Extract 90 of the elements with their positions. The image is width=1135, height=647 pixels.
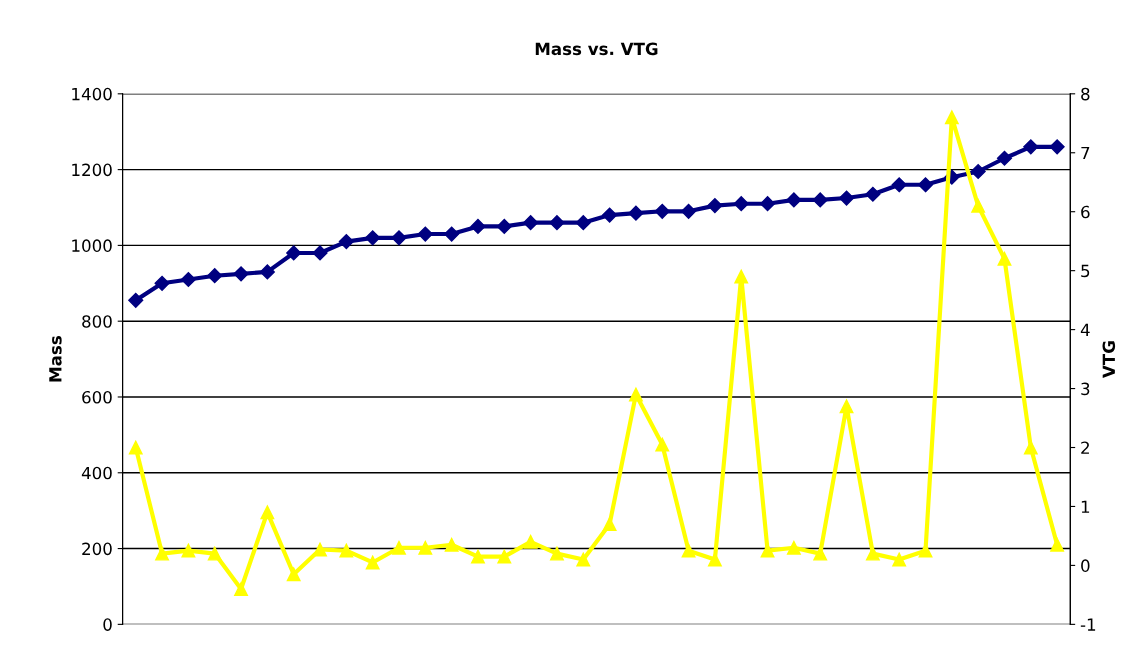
point: [681, 543, 696, 558]
point: [338, 234, 354, 250]
point: [417, 226, 433, 242]
point: [259, 264, 275, 280]
point: [392, 540, 406, 555]
y2-tick-label: 1: [1081, 500, 1090, 513]
y-tick-label: 600: [82, 390, 112, 404]
point: [1050, 537, 1065, 552]
point: [733, 196, 749, 212]
point: [523, 534, 538, 549]
point: [865, 186, 881, 202]
point: [155, 546, 170, 561]
point: [576, 552, 591, 567]
point: [1023, 440, 1038, 455]
point: [602, 517, 617, 532]
point: [891, 177, 907, 193]
point: [838, 190, 855, 206]
point: [207, 268, 223, 284]
point: [865, 546, 880, 561]
point: [970, 163, 986, 180]
point: [549, 215, 565, 231]
point: [365, 230, 381, 246]
point: [523, 215, 539, 231]
y2-tick-label: 0: [1081, 559, 1090, 572]
point: [550, 546, 564, 561]
point: [786, 192, 802, 208]
point: [707, 552, 722, 567]
point: [260, 505, 275, 520]
point: [471, 549, 485, 564]
point: [418, 540, 433, 555]
point: [313, 542, 327, 557]
y-tick-label: 1000: [72, 239, 112, 252]
point: [128, 292, 144, 308]
point: [944, 110, 959, 125]
point: [655, 437, 670, 452]
point: [602, 207, 618, 223]
y2-tick-label: 4: [1080, 323, 1090, 336]
point: [181, 543, 196, 558]
point: [997, 251, 1012, 266]
point: [1023, 139, 1039, 155]
y-tick-label: 800: [82, 315, 112, 328]
y2-tick-label: 7: [1081, 146, 1090, 160]
point: [391, 230, 407, 246]
point: [654, 203, 670, 219]
y-tick-label: 1400: [72, 87, 112, 101]
point: [575, 215, 591, 231]
point: [154, 275, 170, 291]
y-tick-label: 400: [81, 466, 112, 480]
chart-title: Mass vs. VTG: [535, 42, 658, 56]
point: [681, 203, 697, 219]
point: [971, 198, 986, 213]
point: [365, 555, 380, 570]
point: [180, 271, 196, 288]
point: [496, 218, 512, 235]
point: [312, 245, 328, 261]
point: [234, 582, 248, 596]
point: [286, 567, 301, 582]
point: [497, 549, 512, 564]
y-tick-label: 1200: [72, 163, 112, 177]
point: [286, 245, 302, 261]
point: [813, 546, 828, 561]
y-tick-label: 0: [103, 618, 112, 631]
y2-tick-label: -1: [1080, 618, 1096, 631]
point: [786, 540, 801, 555]
point: [734, 269, 749, 284]
point: [759, 196, 776, 212]
y2-tick-label: 2: [1081, 441, 1089, 454]
y-tick-label: 200: [82, 542, 112, 556]
point: [917, 177, 934, 193]
y2-tick-label: 5: [1081, 264, 1090, 278]
y2-tick-label: 6: [1081, 205, 1090, 219]
point: [892, 552, 907, 567]
point: [996, 150, 1013, 166]
point: [628, 205, 644, 221]
point: [128, 440, 143, 455]
point: [470, 218, 486, 235]
y2-tick-label: 3: [1081, 382, 1090, 396]
point: [339, 543, 354, 558]
point: [233, 266, 249, 282]
point: [707, 198, 723, 214]
y2-axis-title: VTG: [1102, 341, 1116, 378]
point: [839, 399, 854, 414]
point: [628, 387, 643, 402]
y-axis-title: Mass: [49, 336, 62, 382]
point: [444, 537, 459, 552]
y2-tick-label: 8: [1081, 87, 1090, 101]
point: [207, 546, 222, 561]
point: [444, 226, 460, 242]
point: [812, 192, 828, 208]
point: [1049, 139, 1065, 155]
